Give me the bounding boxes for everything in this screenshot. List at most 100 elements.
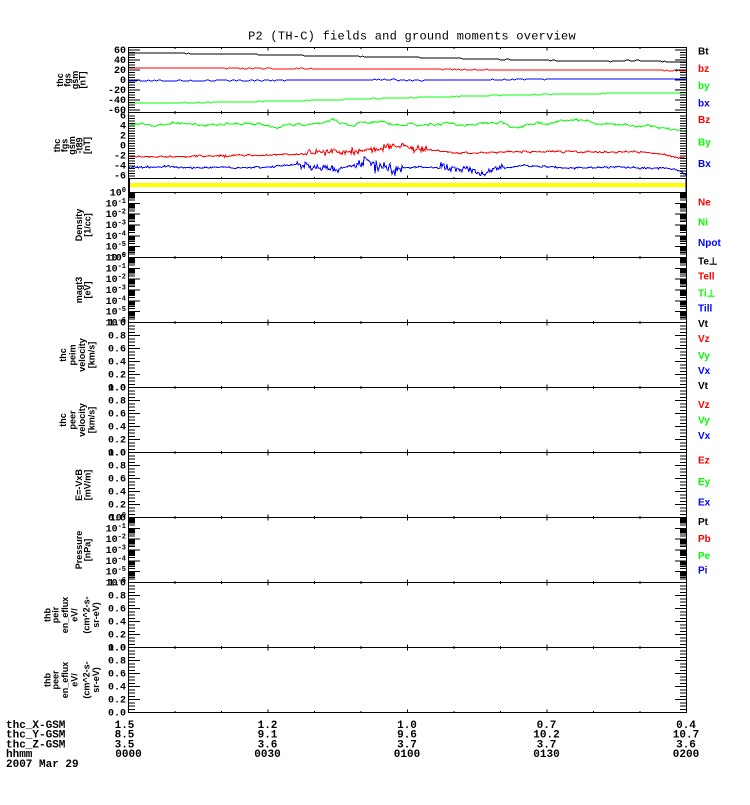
svg-text:[mV/m]: [mV/m] [83, 470, 93, 501]
svg-text:Vy: Vy [698, 416, 710, 427]
svg-text:0.0: 0.0 [108, 644, 126, 655]
svg-text:[nPa]: [nPa] [83, 539, 93, 562]
svg-text:3.6: 3.6 [258, 739, 278, 751]
svg-text:0.4: 0.4 [676, 720, 696, 732]
svg-text:0.4: 0.4 [108, 488, 126, 499]
svg-text:2: 2 [120, 132, 126, 143]
svg-text:0.8: 0.8 [108, 397, 126, 408]
svg-text:1.0: 1.0 [397, 720, 417, 732]
svg-text:1.0: 1.0 [108, 644, 126, 655]
svg-text:thb: thb [43, 608, 53, 622]
svg-text:0000: 0000 [115, 749, 141, 761]
svg-text:bx: bx [698, 99, 710, 110]
svg-text:-20: -20 [108, 86, 126, 97]
svg-text:Ni: Ni [698, 218, 708, 229]
svg-text:Vx: Vx [698, 431, 711, 442]
svg-text:8.5: 8.5 [115, 730, 135, 742]
svg-text:1.0: 1.0 [108, 319, 126, 330]
svg-text:6: 6 [120, 112, 126, 123]
svg-text:10.7: 10.7 [673, 730, 699, 742]
svg-text:Pressure: Pressure [74, 531, 84, 570]
svg-text:gsm: gsm [67, 136, 77, 155]
svg-text:9.1: 9.1 [258, 730, 278, 742]
svg-text:sr-eV): sr-eV) [91, 667, 101, 693]
svg-text:0.4: 0.4 [108, 618, 126, 629]
svg-text:0100: 0100 [394, 749, 420, 761]
svg-text:E=-VxB: E=-VxB [74, 469, 84, 501]
svg-text:[km/s]: [km/s] [87, 342, 97, 369]
svg-text:Npot: Npot [698, 238, 721, 249]
svg-text:Bx: Bx [698, 159, 711, 170]
svg-text:10.2: 10.2 [533, 730, 559, 742]
svg-text:peim: peim [68, 344, 78, 365]
svg-text:(cm^2-s-: (cm^2-s- [82, 661, 92, 698]
svg-text:0.2: 0.2 [108, 631, 126, 642]
svg-text:2007 Mar 29: 2007 Mar 29 [6, 759, 79, 771]
svg-text:thc: thc [58, 413, 68, 427]
svg-text:Vy: Vy [698, 351, 710, 362]
svg-text:1.0: 1.0 [108, 579, 126, 590]
svg-text:1.2: 1.2 [258, 720, 278, 732]
svg-text:0: 0 [120, 76, 126, 87]
svg-text:0.2: 0.2 [108, 696, 126, 707]
svg-text:0.8: 0.8 [108, 332, 126, 343]
svg-text:thc: thc [55, 73, 65, 87]
svg-text:-6: -6 [114, 172, 126, 183]
svg-text:Vt: Vt [698, 381, 709, 392]
svg-text:by: by [698, 81, 710, 92]
svg-text:sr-eV): sr-eV) [91, 602, 101, 628]
svg-text:0.2: 0.2 [108, 501, 126, 512]
svg-text:eV/: eV/ [70, 673, 80, 687]
svg-text:0030: 0030 [254, 749, 280, 761]
svg-text:0.8: 0.8 [108, 462, 126, 473]
svg-text:0.6: 0.6 [108, 605, 126, 616]
svg-text:-40: -40 [108, 96, 126, 107]
svg-text:-t89: -t89 [75, 137, 85, 153]
svg-text:Ey: Ey [698, 477, 711, 488]
svg-text:Tell: Tell [698, 272, 715, 283]
svg-text:en_eflux: en_eflux [60, 662, 70, 699]
svg-text:[eV]: [eV] [83, 281, 93, 298]
svg-text:velocity: velocity [77, 338, 87, 372]
svg-text:0.0: 0.0 [108, 384, 126, 395]
svg-text:[nT]: [nT] [82, 137, 92, 154]
svg-text:0.6: 0.6 [108, 475, 126, 486]
svg-text:Vz: Vz [698, 334, 710, 345]
svg-text:0: 0 [120, 142, 126, 153]
svg-text:-2: -2 [114, 152, 126, 163]
svg-text:0.2: 0.2 [108, 371, 126, 382]
svg-text:0.0: 0.0 [108, 449, 126, 460]
svg-text:0.6: 0.6 [108, 410, 126, 421]
svg-text:60: 60 [114, 46, 126, 57]
svg-text:eV/: eV/ [70, 608, 80, 622]
svg-text:fgs: fgs [63, 73, 73, 87]
svg-text:[nT]: [nT] [78, 72, 88, 89]
svg-text:20: 20 [114, 66, 126, 77]
svg-text:Bt: Bt [698, 47, 709, 58]
svg-text:gsm: gsm [70, 71, 80, 90]
svg-text:velocity: velocity [77, 403, 87, 437]
svg-text:fgs: fgs [60, 139, 70, 153]
svg-text:Bz: Bz [698, 115, 710, 126]
svg-text:Ex: Ex [698, 498, 711, 509]
svg-text:0.4: 0.4 [108, 423, 126, 434]
svg-text:thc: thc [58, 348, 68, 362]
svg-text:3.5: 3.5 [115, 739, 135, 751]
svg-text:0.6: 0.6 [108, 670, 126, 681]
svg-text:Pt: Pt [698, 517, 709, 528]
svg-text:0130: 0130 [533, 749, 559, 761]
svg-text:thc_Y-GSM: thc_Y-GSM [6, 730, 66, 742]
svg-text:Vz: Vz [698, 400, 710, 411]
svg-text:Te⊥: Te⊥ [698, 257, 718, 268]
svg-text:[1/cc]: [1/cc] [83, 213, 93, 237]
svg-text:0.0: 0.0 [108, 514, 126, 525]
svg-text:Pb: Pb [698, 534, 711, 545]
svg-text:Density: Density [74, 209, 84, 242]
svg-text:0.2: 0.2 [108, 436, 126, 447]
svg-text:Till: Till [698, 304, 712, 315]
svg-text:peir: peir [51, 606, 61, 623]
svg-text:bz: bz [698, 64, 709, 75]
svg-text:0.0: 0.0 [108, 709, 126, 720]
svg-text:thc_Z-GSM: thc_Z-GSM [6, 739, 66, 751]
svg-text:3.7: 3.7 [537, 739, 557, 751]
